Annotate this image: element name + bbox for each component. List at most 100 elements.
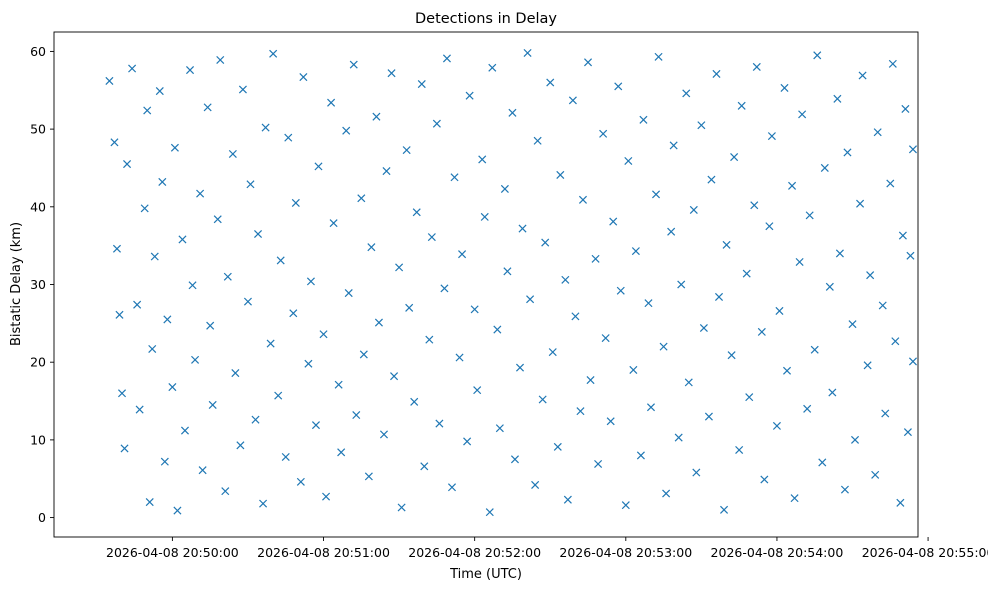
- chart-title: Detections in Delay: [415, 11, 557, 27]
- data-point: [337, 448, 346, 457]
- data-point: [772, 421, 781, 430]
- data-point: [500, 184, 509, 193]
- data-point: [586, 376, 595, 385]
- y-tick-label: 50: [30, 122, 46, 137]
- data-point: [276, 256, 285, 265]
- data-point: [614, 82, 623, 91]
- data-point: [304, 359, 313, 368]
- data-point: [223, 272, 232, 281]
- data-point: [583, 58, 593, 67]
- data-point: [888, 59, 897, 68]
- data-point: [374, 318, 383, 327]
- data-point: [788, 181, 797, 190]
- data-point: [246, 180, 255, 189]
- data-point: [891, 337, 900, 346]
- data-point: [364, 472, 373, 481]
- data-point: [296, 477, 305, 486]
- data-point: [488, 63, 497, 72]
- data-point: [727, 351, 736, 360]
- data-point: [563, 495, 572, 504]
- data-point: [699, 323, 708, 333]
- data-point: [737, 101, 746, 110]
- data-point: [327, 98, 336, 107]
- data-point: [372, 112, 381, 121]
- data-point: [412, 208, 421, 217]
- data-point: [639, 115, 648, 124]
- data-point: [425, 335, 434, 344]
- data-point: [208, 400, 217, 409]
- data-point: [112, 244, 121, 253]
- data-point: [908, 357, 917, 366]
- data-point: [745, 393, 754, 402]
- data-point: [344, 289, 353, 298]
- data-point: [155, 87, 164, 96]
- x-axis-label: Time (UTC): [449, 567, 522, 582]
- data-point: [828, 388, 837, 397]
- data-point: [871, 470, 880, 479]
- data-point: [329, 219, 338, 228]
- y-tick-label: 30: [30, 277, 46, 292]
- data-point: [236, 441, 245, 450]
- data-point: [281, 452, 290, 462]
- data-point: [644, 299, 653, 308]
- data-point: [568, 96, 577, 105]
- data-point: [599, 129, 608, 138]
- data-point: [342, 126, 351, 135]
- data-point: [712, 69, 721, 78]
- data-point: [291, 198, 300, 207]
- data-point: [730, 153, 739, 162]
- data-point: [692, 468, 701, 477]
- data-point: [722, 240, 731, 249]
- data-point: [782, 366, 792, 375]
- data-point: [571, 312, 580, 321]
- y-tick-label: 40: [30, 199, 46, 214]
- data-point: [878, 301, 887, 310]
- data-point: [601, 334, 610, 343]
- data-point: [503, 267, 512, 276]
- plot-area: [53, 31, 919, 538]
- data-point: [382, 167, 391, 176]
- data-point: [188, 281, 197, 290]
- data-point: [546, 78, 555, 87]
- y-axis-label: Bistatic Delay (km): [9, 222, 24, 346]
- data-point: [835, 249, 844, 258]
- data-point: [906, 251, 915, 260]
- data-point: [714, 292, 724, 301]
- y-tick-label: 20: [30, 355, 46, 370]
- data-point: [677, 280, 686, 289]
- data-point: [311, 421, 320, 430]
- x-tick-label: 2026-04-08 20:50:00: [106, 545, 239, 560]
- y-tick-label: 10: [30, 432, 46, 447]
- data-point: [480, 212, 489, 221]
- data-point: [646, 403, 656, 412]
- data-point: [903, 428, 912, 437]
- data-point: [735, 445, 744, 455]
- data-point: [410, 397, 419, 406]
- data-point: [306, 277, 315, 286]
- x-tick-label: 2026-04-08 20:53:00: [559, 545, 692, 560]
- data-point: [652, 190, 661, 199]
- data-point: [349, 60, 358, 69]
- data-point: [135, 405, 144, 414]
- data-point: [674, 433, 683, 442]
- data-point: [170, 143, 179, 152]
- data-point: [873, 128, 882, 137]
- data-point: [684, 378, 693, 387]
- data-point: [458, 250, 467, 259]
- data-point: [538, 395, 547, 404]
- data-point: [704, 412, 713, 421]
- data-point: [485, 508, 494, 517]
- data-point: [515, 363, 525, 372]
- data-point: [757, 327, 766, 336]
- data-point: [662, 489, 671, 498]
- x-tick-label: 2026-04-08 20:55:00: [862, 545, 988, 560]
- data-point: [367, 243, 376, 252]
- data-point: [667, 227, 676, 236]
- data-point: [128, 64, 137, 73]
- data-point: [825, 282, 834, 291]
- data-point: [523, 48, 532, 58]
- data-point: [750, 201, 759, 210]
- data-point: [553, 442, 562, 451]
- data-point: [465, 91, 474, 100]
